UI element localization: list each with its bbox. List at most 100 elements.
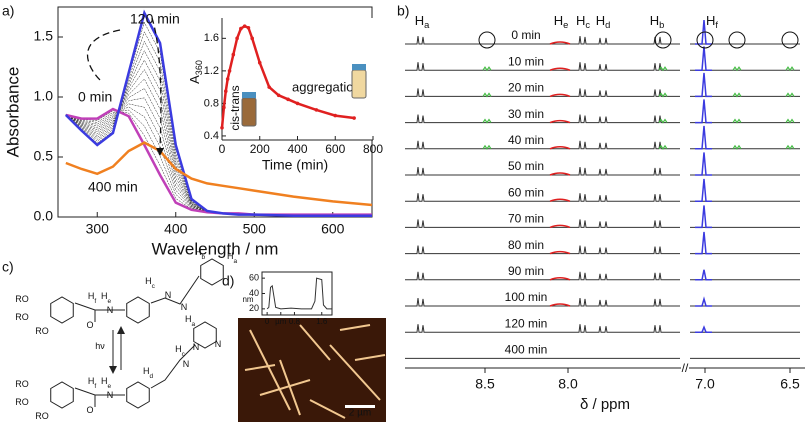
atom-label-sub: c — [182, 351, 186, 358]
x-tick-label: 8.5 — [475, 376, 495, 392]
data-point — [223, 89, 228, 93]
nanofiber — [249, 329, 291, 411]
atom-label: RO — [15, 312, 29, 322]
x-tick-label: 800 — [363, 142, 383, 156]
hf-peak — [695, 296, 712, 307]
hf-peak — [695, 231, 712, 255]
arrow-head — [156, 148, 164, 156]
nmr-spectrum — [405, 62, 680, 71]
annotation: cis-trans — [228, 85, 242, 130]
time-label: 80 min — [508, 238, 544, 252]
atom-label-main: hν — [95, 341, 105, 351]
peak-label-sub: b — [659, 20, 664, 30]
nmr-spectrum — [405, 140, 680, 150]
nanofiber — [299, 324, 331, 361]
cis-peak — [482, 92, 492, 98]
cis-peak — [732, 66, 742, 72]
y-tick-label: 1.0 — [34, 88, 54, 104]
hf-peak — [695, 269, 712, 281]
x-tick-label: 600 — [321, 221, 345, 237]
atom-label-main: H — [195, 247, 202, 257]
data-point — [286, 97, 290, 102]
data-point — [235, 36, 239, 41]
panel-label: a) — [2, 3, 14, 19]
x-tick-label: 7.0 — [695, 376, 715, 392]
he-peak — [549, 277, 571, 281]
atom-label-main: H — [88, 376, 95, 386]
cis-peak — [785, 144, 795, 150]
y-axis-label: A360 — [187, 60, 204, 84]
y-tick-label: 0.0 — [34, 208, 54, 224]
vial-cap — [242, 92, 256, 98]
nanofiber — [329, 344, 381, 401]
atom-label: Hf — [88, 291, 97, 304]
atom-label-sub: a — [191, 321, 195, 328]
time-label: 10 min — [508, 54, 544, 68]
he-peak — [549, 67, 571, 71]
annotation: aggregation — [292, 79, 361, 94]
cis-peak — [482, 118, 492, 124]
atom-label-main: RO — [35, 411, 49, 421]
x-tick-label: 0.8 — [289, 317, 301, 326]
cis-peak — [732, 144, 742, 150]
arrow — [151, 17, 162, 151]
atom-label: Hf — [88, 376, 97, 389]
atom-label-main: H — [101, 291, 108, 301]
cis-peak — [658, 66, 668, 72]
peak-label-sub: d — [605, 20, 610, 30]
peak-label-main: H — [706, 13, 715, 28]
nmr-spectrum — [405, 245, 680, 255]
atom-label-main: RO — [35, 326, 49, 336]
y-tick-label: 0.5 — [34, 148, 54, 164]
y-tick-label: 1.5 — [34, 28, 54, 44]
vial — [241, 97, 257, 127]
y-axis-label-main: A — [187, 75, 202, 84]
y-tick-label: 1.2 — [204, 65, 219, 77]
data-point — [222, 105, 226, 110]
time-label: 30 min — [508, 107, 544, 121]
scale-bar-label: 2 µm — [349, 408, 371, 419]
atom-label: RO — [15, 379, 29, 389]
nmr-spectrum — [405, 271, 680, 281]
time-label: 50 min — [508, 159, 544, 173]
atom-label: Hc — [175, 344, 186, 357]
nmr-spectrum — [405, 219, 680, 228]
cis-peak — [732, 92, 742, 98]
vial-cap — [352, 64, 366, 70]
data-point — [242, 24, 247, 28]
ring — [126, 296, 150, 324]
peak-label: He — [554, 13, 569, 30]
x-tick-label: 400 — [287, 142, 307, 156]
atom-label: Ha — [185, 314, 196, 327]
x-axis-label: Time (min) — [262, 157, 328, 173]
peak-label: Hb — [650, 13, 665, 30]
inset-bg — [238, 268, 338, 318]
atom-label-main: N — [215, 339, 222, 349]
x-tick-label: µm — [275, 317, 287, 326]
data-point — [231, 52, 236, 57]
data-point — [250, 36, 254, 41]
hf-peak — [695, 99, 712, 124]
peak-label-main: H — [650, 13, 659, 28]
atom-label-main: N — [193, 342, 200, 352]
hf-peak — [695, 152, 712, 176]
height-profile — [266, 277, 332, 310]
y-axis-label-sub: 360 — [194, 60, 204, 75]
he-peak — [549, 224, 571, 229]
data-point — [246, 25, 251, 30]
nmr-spectrum — [405, 114, 680, 124]
hf-peak — [695, 205, 712, 229]
hf-peak — [695, 72, 712, 98]
x-tick-label: 6.5 — [780, 376, 800, 392]
peak-label-main: H — [596, 13, 605, 28]
cis-peak — [658, 92, 668, 98]
atom-label-sub: c — [152, 283, 156, 290]
atom-label: Hc — [145, 276, 156, 289]
time-label: 100 min — [505, 290, 548, 304]
atom-label: Hd — [143, 366, 154, 379]
x-tick-label: 600 — [325, 142, 345, 156]
peak-label-main: H — [415, 13, 424, 28]
atom-label: RO — [35, 326, 49, 336]
atom-label-main: O — [86, 405, 93, 415]
